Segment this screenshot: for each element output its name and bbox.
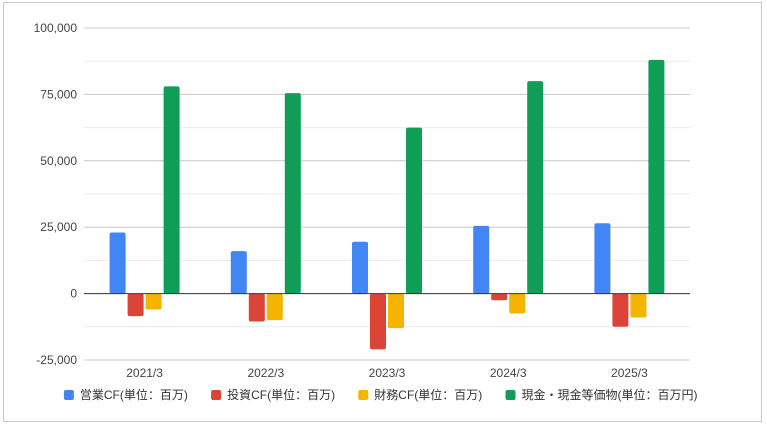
legend-label-4: 現金・現金等価物(単位：百万円): [522, 387, 698, 402]
legend-swatch-3: [358, 390, 369, 400]
legend-label-3: 財務CF(単位：百万): [374, 387, 482, 402]
bar-2023/3-series-1: [352, 241, 368, 294]
y-tick-label: 75,000: [40, 87, 77, 101]
y-tick-label: 100,000: [34, 21, 78, 35]
bar-2021/3-series-3: [145, 293, 162, 310]
bar-2025/3-series-1: [594, 223, 611, 294]
y-axis: 100,000 75,000 50,000 25,000 0 -25,000: [34, 21, 78, 367]
x-tick-label: 2024/3: [490, 366, 527, 380]
bar-2023/3-series-2: [370, 293, 386, 350]
x-tick-label: 2025/3: [611, 366, 648, 380]
legend: 営業CF(単位：百万) 投資CF(単位：百万) 財務CF(単位：百万) 現金・現金等価…: [63, 387, 698, 402]
y-tick-label: -25,000: [36, 353, 77, 367]
bar-2024/3-series-3: [509, 293, 526, 314]
bar-2023/3-series-4: [406, 127, 422, 294]
bar-2021/3-series-4: [163, 86, 180, 294]
legend-label-1: 営業CF(単位：百万): [80, 387, 188, 402]
bars: [109, 59, 665, 350]
gridlines: [84, 27, 690, 361]
bar-2023/3-series-3: [388, 293, 404, 329]
legend-swatch-1: [63, 390, 74, 400]
bar-2021/3-series-1: [109, 232, 126, 294]
bar-2025/3-series-4: [648, 59, 665, 294]
bar-2022/3-series-3: [266, 293, 283, 321]
legend-swatch-2: [211, 390, 222, 400]
x-tick-label: 2023/3: [369, 366, 406, 380]
x-tick-label: 2022/3: [247, 366, 284, 380]
bar-2022/3-series-4: [284, 93, 301, 294]
y-tick-label: 25,000: [40, 220, 77, 234]
x-axis: 2021/3 2022/3 2023/3 2024/3 2025/3: [126, 366, 648, 380]
bar-2024/3-series-1: [473, 225, 490, 294]
bar-2021/3-series-2: [127, 293, 144, 317]
bar-2025/3-series-2: [612, 293, 629, 327]
legend-swatch-4: [505, 390, 516, 400]
bar-2024/3-series-4: [527, 81, 544, 294]
legend-label-2: 投資CF(単位：百万): [227, 387, 335, 402]
x-tick-label: 2021/3: [126, 366, 163, 380]
chart-frame: [3, 2, 762, 422]
y-tick-label: 0: [70, 287, 77, 301]
bar-2024/3-series-2: [491, 293, 508, 301]
y-tick-label: 50,000: [40, 154, 77, 168]
bar-2022/3-series-1: [230, 251, 247, 294]
bar-2025/3-series-3: [630, 293, 647, 318]
bar-2022/3-series-2: [248, 293, 265, 322]
